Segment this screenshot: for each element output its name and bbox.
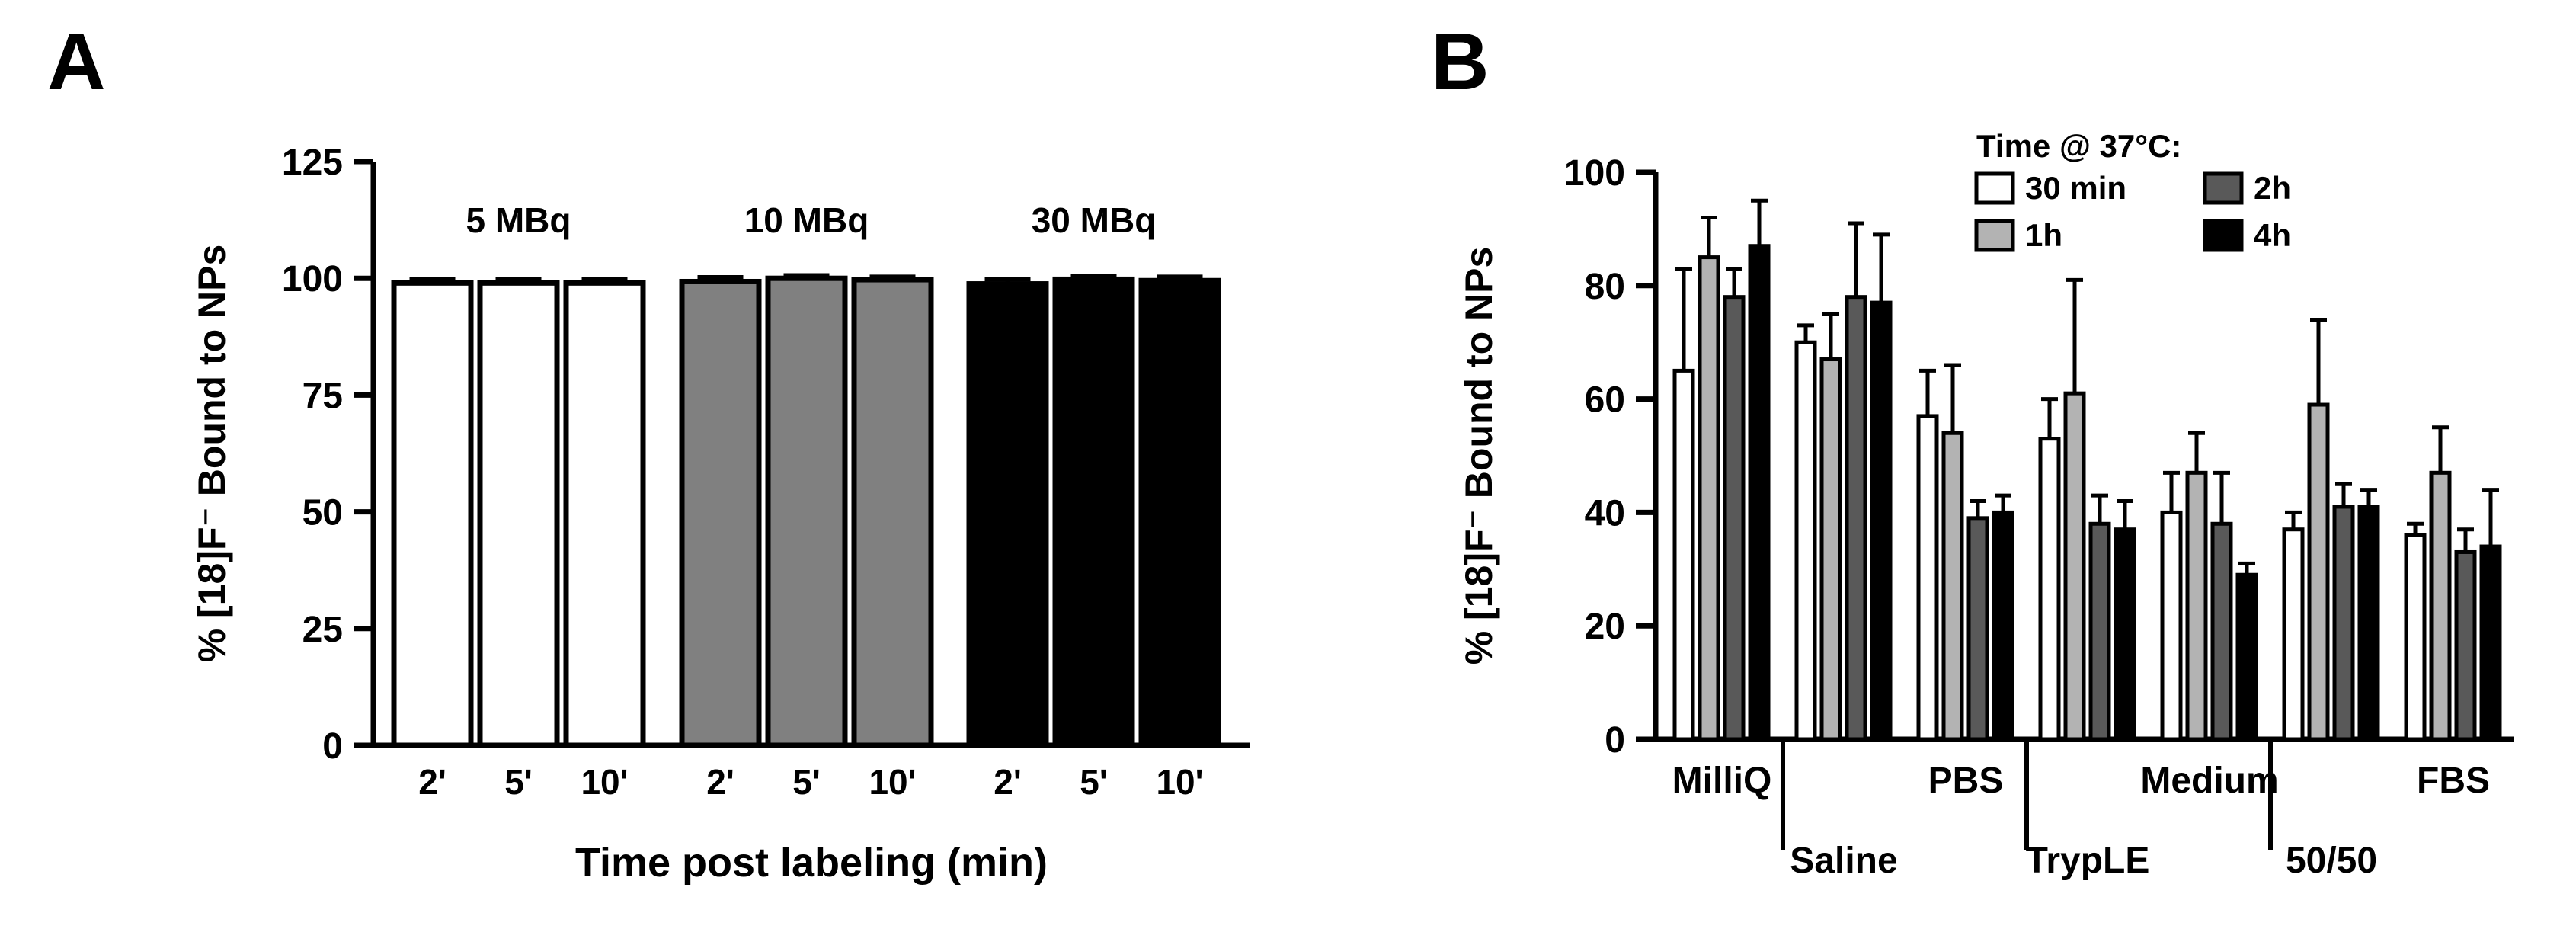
category-label: PBS xyxy=(1928,761,2004,801)
bar xyxy=(1916,414,1939,742)
category-label: MilliQ xyxy=(1672,761,1772,801)
category-label: FBS xyxy=(2417,761,2490,801)
bar xyxy=(391,280,474,748)
group-label: 30 MBq xyxy=(1032,200,1157,240)
bar xyxy=(2114,527,2136,742)
bar xyxy=(2088,521,2111,742)
y-tick-label: 40 xyxy=(1585,493,1625,533)
legend-swatch xyxy=(2203,171,2244,205)
y-axis-title: % [18]F⁻ Bound to NPs xyxy=(190,245,233,663)
legend-label: 4h xyxy=(2254,217,2291,253)
bar xyxy=(1672,368,1695,742)
bar xyxy=(2357,505,2380,742)
group-label: 5 MBq xyxy=(466,200,571,240)
x-tick-label: 2' xyxy=(706,762,734,802)
bar xyxy=(2429,470,2452,742)
panel-a-chart: 0 25 50 75 100 125 % [18]F⁻ Bound to NPs 2' 5' 10… xyxy=(190,143,1250,886)
x-tick-label: 2' xyxy=(418,762,446,802)
panel-a-label: A xyxy=(47,17,106,107)
bar xyxy=(2454,549,2477,742)
bar xyxy=(2307,402,2330,742)
y-tick-label: 80 xyxy=(1585,267,1625,307)
bar xyxy=(1052,276,1135,748)
y-tick-label: 50 xyxy=(302,493,343,533)
y-tick-label: 20 xyxy=(1585,607,1625,647)
bar xyxy=(2282,527,2305,742)
x-tick-label: 10' xyxy=(581,762,628,802)
bar xyxy=(1723,295,1746,742)
category-label: 50/50 xyxy=(2286,841,2377,881)
y-tick-label: 125 xyxy=(282,143,343,183)
y-axis-title: % [18]F⁻ Bound to NPs xyxy=(1458,247,1500,665)
legend-label: 30 min xyxy=(2025,170,2126,206)
x-tick-label: 10' xyxy=(1156,762,1203,802)
y-tick-label: 60 xyxy=(1585,380,1625,421)
x-tick-label: 10' xyxy=(869,762,916,802)
bar xyxy=(1845,295,1867,742)
x-tick-label: 2' xyxy=(994,762,1022,802)
bar xyxy=(2235,572,2258,742)
bar xyxy=(1819,357,1842,742)
bar xyxy=(2038,437,2061,742)
y-tick-label: 0 xyxy=(322,726,343,767)
bar xyxy=(851,277,934,748)
bar xyxy=(1966,516,1989,742)
bar xyxy=(1748,244,1771,742)
bar xyxy=(1941,431,1964,742)
bar xyxy=(2063,391,2086,742)
y-tick-label: 25 xyxy=(302,610,343,650)
legend-label: 1h xyxy=(2025,217,2062,253)
y-tick-label: 100 xyxy=(1564,153,1625,194)
legend-title: Time @ 37°C: xyxy=(1976,128,2181,164)
bar xyxy=(2210,521,2233,742)
panel-b-label: B xyxy=(1431,17,1490,107)
bar xyxy=(679,278,762,748)
legend-label: 2h xyxy=(2254,170,2291,206)
bar xyxy=(1698,255,1720,742)
panel-b-chart: 0 20 40 60 80 100 % [18]F⁻ Bound to NPs MilliQ S… xyxy=(1458,128,2514,881)
category-label: TrypLE xyxy=(2026,841,2150,881)
y-tick-label: 0 xyxy=(1605,720,1625,761)
x-tick-label: 5' xyxy=(792,762,821,802)
category-label: Saline xyxy=(1790,841,1897,881)
group-label: 10 MBq xyxy=(744,200,869,240)
x-axis-title: Time post labeling (min) xyxy=(575,840,1048,886)
legend-swatch xyxy=(1974,219,2015,252)
y-tick-label: 100 xyxy=(282,259,343,300)
category-label: Medium xyxy=(2140,761,2278,801)
bar xyxy=(966,281,1049,748)
bar xyxy=(1794,340,1817,742)
bar xyxy=(2332,505,2355,742)
bar xyxy=(563,280,646,748)
x-tick-label: 5' xyxy=(504,762,533,802)
legend-swatch xyxy=(1974,171,2015,205)
bar xyxy=(2185,470,2208,742)
bar xyxy=(1870,300,1893,742)
bar xyxy=(1992,510,2014,742)
bar xyxy=(2479,544,2502,742)
bar xyxy=(477,280,560,748)
x-tick-label: 5' xyxy=(1080,762,1108,802)
legend-swatch xyxy=(2203,219,2244,252)
bar xyxy=(2160,510,2183,742)
bar xyxy=(765,275,848,748)
bar xyxy=(1138,277,1221,748)
bar xyxy=(2404,533,2427,742)
y-tick-label: 75 xyxy=(302,376,343,416)
